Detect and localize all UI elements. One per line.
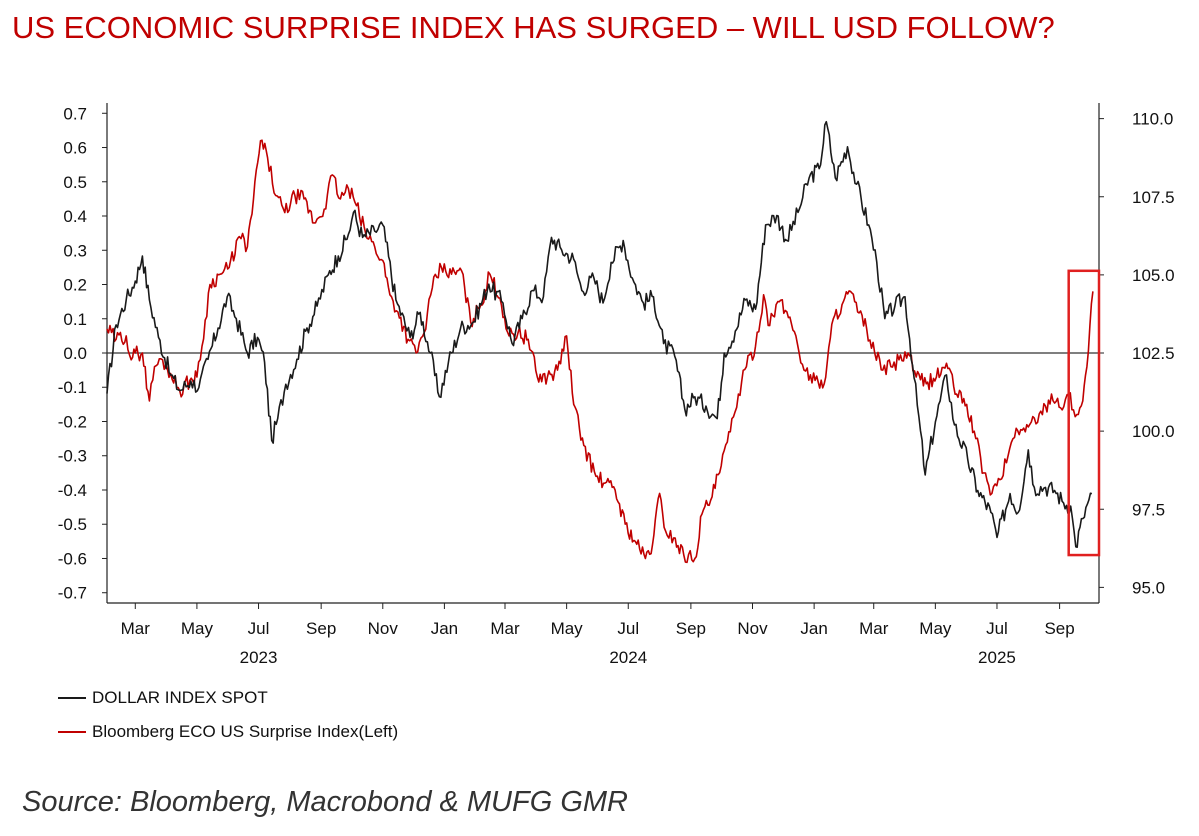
legend-label-surprise-index: Bloomberg ECO US Surprise Index(Left): [92, 722, 399, 741]
left-tick-label: 0.0: [63, 344, 87, 363]
x-tick-label: Jul: [986, 619, 1008, 638]
x-tick-label: Jan: [800, 619, 827, 638]
left-tick-label: -0.1: [58, 378, 87, 397]
left-tick-label: 0.6: [63, 139, 87, 158]
x-year-label: 2023: [240, 648, 278, 667]
x-tick-label: Jul: [617, 619, 639, 638]
left-tick-label: 0.7: [63, 104, 87, 123]
left-tick-label: -0.4: [58, 481, 87, 500]
legend-swatch-surprise-index: [58, 731, 86, 733]
right-tick-label: 95.0: [1132, 578, 1165, 597]
right-tick-label: 102.5: [1132, 344, 1175, 363]
left-tick-label: -0.5: [58, 515, 87, 534]
left-tick-label: -0.2: [58, 412, 87, 431]
x-year-label: 2024: [609, 648, 647, 667]
series-line-surprise-index: [106, 139, 1094, 564]
right-tick-label: 105.0: [1132, 266, 1175, 285]
legend-label-dollar-index: DOLLAR INDEX SPOT: [92, 688, 268, 707]
x-tick-label: Mar: [490, 619, 520, 638]
right-tick-label: 97.5: [1132, 500, 1165, 519]
highlight-box: [1067, 269, 1101, 557]
x-tick-label: May: [181, 619, 214, 638]
chart-title: US ECONOMIC SURPRISE INDEX HAS SURGED – …: [12, 10, 1055, 45]
left-tick-label: 0.1: [63, 310, 87, 329]
right-tick-label: 107.5: [1132, 188, 1175, 207]
x-tick-label: May: [551, 619, 584, 638]
x-tick-label: Jul: [248, 619, 270, 638]
series-layer: [106, 120, 1099, 564]
x-year-label: 2025: [978, 648, 1016, 667]
x-tick-label: Mar: [121, 619, 151, 638]
legend-item-surprise-index: Bloomberg ECO US Surprise Index(Left): [58, 722, 398, 742]
x-tick-label: Sep: [676, 619, 706, 638]
series-line-dollar-index: [106, 120, 1093, 548]
legend-swatch-dollar-index: [58, 697, 86, 699]
left-tick-label: -0.6: [58, 549, 87, 568]
annotation-layer: [1067, 269, 1101, 557]
x-tick-label: Jan: [431, 619, 458, 638]
left-tick-label: 0.2: [63, 276, 87, 295]
x-axis: Mar May Jul Sep Nov Jan Mar May Jul Sep Nov Jan Mar M…: [121, 603, 1075, 667]
x-tick-label: Mar: [859, 619, 889, 638]
left-tick-label: 0.3: [63, 241, 87, 260]
x-tick-label: Nov: [368, 619, 399, 638]
left-tick-label: -0.3: [58, 447, 87, 466]
x-tick-label: May: [919, 619, 952, 638]
right-y-axis: 110.0 107.5 105.0 102.5 100.0 97.5 95.0: [1099, 110, 1175, 597]
legend-item-dollar-index: DOLLAR INDEX SPOT: [58, 688, 268, 708]
left-y-axis: 0.7 0.6 0.5 0.4 0.3 0.2 0.1 0.0 -0.1 -0.2 -0.3 -0.4…: [58, 104, 107, 603]
left-tick-label: 0.5: [63, 173, 87, 192]
right-tick-label: 110.0: [1132, 110, 1173, 129]
left-tick-label: -0.7: [58, 584, 87, 603]
right-tick-label: 100.0: [1132, 422, 1175, 441]
x-tick-label: Sep: [1044, 619, 1074, 638]
left-tick-label: 0.4: [63, 207, 87, 226]
x-tick-label: Nov: [737, 619, 768, 638]
source-note: Source: Bloomberg, Macrobond & MUFG GMR: [22, 786, 628, 818]
x-tick-label: Sep: [306, 619, 336, 638]
